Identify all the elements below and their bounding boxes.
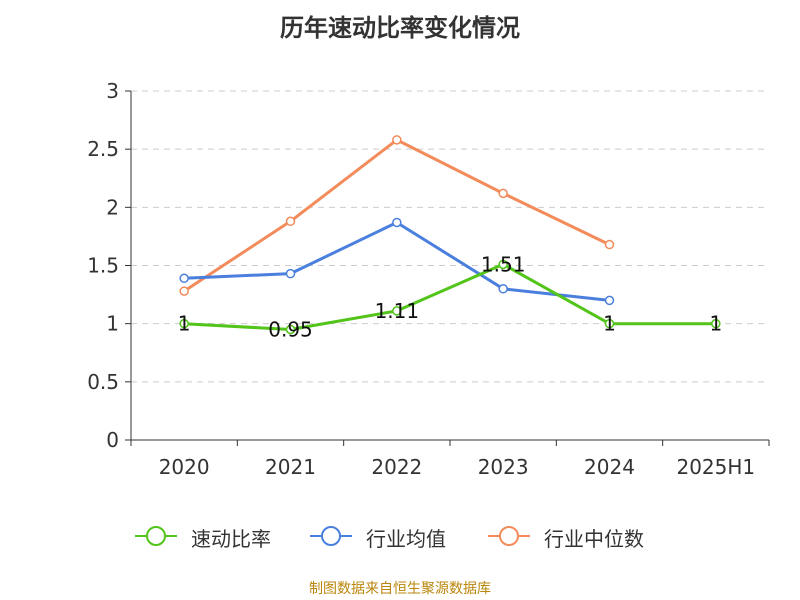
data-point — [604, 295, 615, 306]
x-tick-label: 2024 — [584, 455, 635, 479]
y-tick-label: 3 — [106, 79, 119, 103]
data-label: 1 — [178, 312, 191, 336]
data-label: 1 — [603, 312, 616, 336]
series-line — [182, 138, 611, 293]
data-point — [285, 216, 296, 227]
x-tick-label: 2023 — [478, 455, 529, 479]
data-point — [604, 318, 615, 329]
data-point — [285, 268, 296, 279]
y-tick-label: 1 — [106, 312, 119, 336]
data-point — [711, 318, 721, 329]
y-tick-label: 1.5 — [87, 254, 119, 278]
y-tick-label: 2 — [106, 195, 119, 219]
legend-label: 行业中位数 — [544, 527, 644, 551]
x-tick-label: 2020 — [159, 455, 210, 479]
data-point — [498, 188, 508, 199]
data-point — [392, 217, 402, 228]
legend-label: 行业均值 — [366, 527, 446, 551]
x-tick-label: 2021 — [265, 455, 316, 479]
data-point — [179, 318, 189, 329]
data-point — [604, 239, 615, 250]
y-tick-label: 2.5 — [87, 137, 119, 161]
legend-marker-icon — [310, 526, 352, 546]
chart-legend: 速动比率 行业均值 行业中位数 — [0, 520, 800, 552]
x-tick-label: 2022 — [371, 455, 422, 479]
data-point — [392, 135, 402, 145]
x-tick-label: 2025H1 — [676, 455, 755, 479]
data-label: 1 — [709, 312, 722, 336]
y-tick-label: 0.5 — [87, 370, 119, 394]
data-point — [392, 306, 402, 316]
data-label: 1.11 — [375, 299, 420, 323]
data-label: 1.51 — [481, 252, 526, 276]
chart-title: 历年速动比率变化情况 — [280, 14, 520, 42]
data-source-note: 制图数据来自恒生聚源数据库 — [309, 581, 491, 597]
legend-marker-icon — [135, 526, 177, 546]
data-point — [285, 324, 296, 335]
data-point — [179, 286, 189, 296]
data-label: 0.95 — [268, 317, 313, 341]
legend-marker-icon — [488, 526, 530, 546]
data-point — [498, 284, 508, 294]
data-point — [179, 273, 189, 284]
legend-label: 速动比率 — [191, 527, 271, 551]
series-line — [182, 262, 718, 331]
data-point — [498, 259, 508, 270]
y-tick-label: 0 — [106, 428, 119, 452]
